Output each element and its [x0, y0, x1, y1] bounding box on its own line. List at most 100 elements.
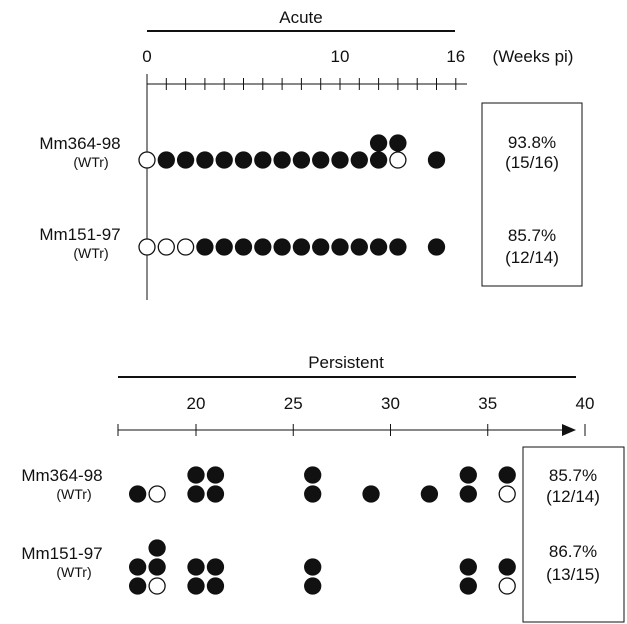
- negative-culture-dot: [148, 577, 166, 595]
- positive-culture-dot: [215, 151, 233, 169]
- positive-culture-dot: [369, 151, 388, 169]
- positive-culture-dot: [206, 558, 225, 576]
- positive-culture-dot: [331, 151, 349, 169]
- positive-culture-dot: [187, 485, 205, 503]
- persistent-animal-1-percent: 85.7%: [549, 466, 597, 485]
- positive-culture-dot: [187, 466, 205, 484]
- persistent-tick-labels: 20 25 30 35 40: [187, 394, 595, 413]
- positive-culture-dot: [362, 485, 380, 503]
- positive-culture-dot: [292, 151, 311, 169]
- positive-culture-dot: [350, 238, 368, 256]
- acute-title: Acute: [279, 8, 322, 27]
- positive-culture-dot: [128, 558, 147, 576]
- positive-culture-dot: [273, 151, 291, 169]
- negative-culture-dot: [157, 238, 175, 256]
- positive-culture-dot: [350, 151, 368, 169]
- positive-culture-dot: [312, 151, 330, 169]
- negative-culture-dot: [498, 577, 516, 595]
- persistent-summary-box: [522, 446, 625, 623]
- acute-dots: [138, 134, 446, 256]
- positive-culture-dot: [187, 558, 205, 576]
- positive-culture-dot: [292, 238, 311, 256]
- persistent-animal-2-percent: 86.7%: [549, 542, 597, 561]
- positive-culture-dot: [196, 151, 214, 169]
- positive-culture-dot: [148, 558, 166, 576]
- positive-culture-dot: [254, 238, 272, 256]
- positive-culture-dot: [427, 151, 446, 169]
- positive-culture-dot: [206, 466, 225, 484]
- positive-culture-dot: [157, 151, 175, 169]
- persistent-animal-2-name: Mm151-97: [21, 544, 102, 563]
- persistent-tick-label-30: 30: [381, 394, 400, 413]
- acute-animal-1-name: Mm364-98: [39, 134, 120, 153]
- persistent-animal-1-name: Mm364-98: [21, 466, 102, 485]
- acute-axis-unit: (Weeks pi): [493, 47, 574, 66]
- positive-culture-dot: [427, 238, 446, 256]
- persistent-animal-2-fraction: (13/15): [546, 565, 600, 584]
- positive-culture-dot: [304, 558, 322, 576]
- acute-animal-2-name: Mm151-97: [39, 225, 120, 244]
- negative-culture-dot: [138, 151, 156, 169]
- acute-axis: [146, 74, 467, 300]
- positive-culture-dot: [312, 238, 330, 256]
- acute-animal-2-strain: (WTr): [73, 245, 108, 261]
- positive-culture-dot: [369, 134, 388, 152]
- positive-culture-dot: [234, 238, 253, 256]
- persistent-axis-arrowhead: [562, 424, 576, 436]
- positive-culture-dot: [459, 558, 477, 576]
- positive-culture-dot: [187, 577, 205, 595]
- positive-culture-dot: [498, 466, 516, 484]
- positive-culture-dot: [369, 238, 388, 256]
- positive-culture-dot: [176, 151, 195, 169]
- negative-culture-dot: [148, 485, 166, 503]
- acute-panel: Acute (Weeks pi) 0 10 16 Mm364-98 (WTr) 93…: [39, 8, 583, 300]
- positive-culture-dot: [459, 466, 477, 484]
- acute-tick-label-10: 10: [331, 47, 350, 66]
- negative-culture-dot: [138, 238, 156, 256]
- positive-culture-dot: [304, 485, 322, 503]
- persistent-axis: [117, 424, 586, 436]
- persistent-tick-label-25: 25: [284, 394, 303, 413]
- positive-culture-dot: [206, 577, 225, 595]
- persistent-panel: Persistent 20 25 30 35 40 Mm364-98 (WTr) 85.…: [21, 353, 625, 623]
- persistent-title: Persistent: [308, 353, 384, 372]
- positive-culture-dot: [196, 238, 214, 256]
- positive-culture-dot: [128, 577, 147, 595]
- positive-culture-dot: [128, 485, 147, 503]
- positive-culture-dot: [389, 238, 407, 256]
- positive-culture-dot: [148, 539, 166, 557]
- positive-culture-dot: [215, 238, 233, 256]
- acute-tick-label-16: 16: [446, 47, 465, 66]
- acute-animal-2-fraction: (12/14): [505, 248, 559, 267]
- positive-culture-dot: [273, 238, 291, 256]
- positive-culture-dot: [331, 238, 349, 256]
- positive-culture-dot: [459, 577, 477, 595]
- positive-culture-dot: [420, 485, 439, 503]
- persistent-tick-label-35: 35: [478, 394, 497, 413]
- persistent-tick-label-40: 40: [576, 394, 595, 413]
- persistent-animal-1-strain: (WTr): [56, 486, 91, 502]
- persistent-tick-label-20: 20: [187, 394, 206, 413]
- persistent-animal-2-strain: (WTr): [56, 564, 91, 580]
- negative-culture-dot: [176, 238, 195, 256]
- positive-culture-dot: [304, 466, 322, 484]
- positive-culture-dot: [206, 485, 225, 503]
- acute-summary-box: [481, 102, 583, 287]
- negative-culture-dot: [498, 485, 516, 503]
- persistent-animal-1-fraction: (12/14): [546, 487, 600, 506]
- positive-culture-dot: [234, 151, 253, 169]
- positive-culture-dot: [389, 134, 407, 152]
- acute-tick-labels: 0 10 16: [142, 47, 465, 66]
- acute-animal-1-percent: 93.8%: [508, 133, 556, 152]
- negative-culture-dot: [389, 151, 407, 169]
- acute-animal-2-percent: 85.7%: [508, 226, 556, 245]
- positive-culture-dot: [498, 558, 516, 576]
- positive-culture-dot: [254, 151, 272, 169]
- positive-culture-dot: [304, 577, 322, 595]
- positive-culture-dot: [459, 485, 477, 503]
- acute-tick-label-0: 0: [142, 47, 151, 66]
- acute-animal-1-fraction: (15/16): [505, 153, 559, 172]
- persistent-dots: [128, 466, 516, 595]
- acute-animal-1-strain: (WTr): [73, 154, 108, 170]
